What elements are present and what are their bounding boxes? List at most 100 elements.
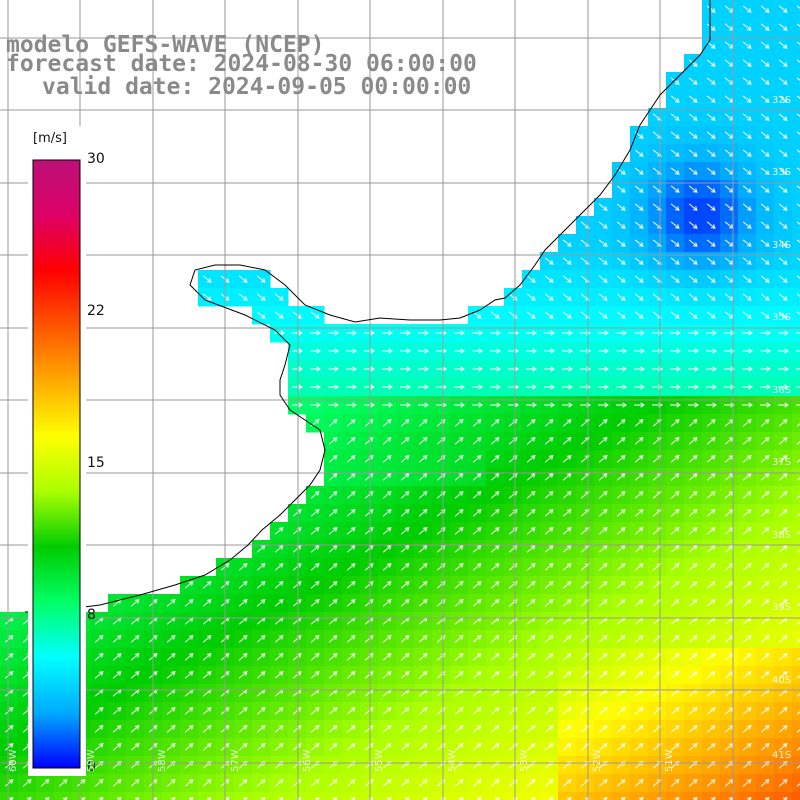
wind-arrow bbox=[454, 653, 464, 661]
wind-arrow bbox=[256, 671, 266, 679]
wind-arrow bbox=[688, 671, 698, 679]
wind-arrow bbox=[706, 707, 716, 715]
wind-arrow bbox=[310, 725, 320, 733]
wind-arrow bbox=[670, 257, 680, 265]
wind-arrow bbox=[616, 330, 627, 336]
wind-arrow bbox=[418, 635, 428, 643]
wind-arrow bbox=[760, 671, 770, 679]
wind-cell bbox=[792, 72, 800, 91]
wind-arrow bbox=[472, 437, 482, 445]
wind-arrow bbox=[238, 275, 248, 283]
wind-arrow bbox=[202, 743, 212, 751]
wind-arrow bbox=[292, 384, 303, 390]
wind-arrow bbox=[616, 509, 626, 517]
wind-cell bbox=[792, 432, 800, 451]
wind-arrow bbox=[238, 563, 248, 571]
wind-arrow bbox=[346, 491, 356, 499]
wind-arrow bbox=[188, 797, 194, 800]
wind-arrow bbox=[526, 545, 536, 553]
wind-arrow bbox=[328, 491, 338, 499]
wind-arrow bbox=[508, 491, 518, 499]
wind-arrow bbox=[310, 743, 320, 751]
wind-arrow bbox=[472, 366, 483, 372]
wind-cell bbox=[414, 792, 433, 800]
wind-arrow bbox=[778, 77, 788, 85]
wind-arrow bbox=[472, 491, 482, 499]
wind-arrow bbox=[742, 707, 752, 715]
wind-arrow bbox=[706, 671, 716, 679]
wind-arrow bbox=[544, 275, 554, 283]
wind-arrow bbox=[346, 671, 356, 679]
wind-arrow bbox=[760, 59, 770, 67]
wind-arrow bbox=[436, 366, 447, 372]
wind-arrow bbox=[526, 581, 536, 589]
wind-arrow bbox=[724, 402, 735, 408]
wind-arrow bbox=[634, 653, 644, 661]
wind-arrow bbox=[670, 95, 680, 103]
wind-cell bbox=[792, 180, 800, 199]
wind-arrow bbox=[490, 491, 500, 499]
wind-arrow bbox=[80, 797, 86, 800]
wind-arrow bbox=[598, 779, 608, 787]
wind-arrow bbox=[526, 384, 537, 390]
wind-arrow bbox=[418, 779, 428, 787]
wind-arrow bbox=[634, 239, 644, 247]
wind-arrow bbox=[166, 671, 176, 679]
wind-arrow bbox=[760, 473, 770, 481]
wind-arrow bbox=[508, 671, 518, 679]
wind-arrow bbox=[98, 797, 104, 800]
wind-cell bbox=[792, 648, 800, 667]
wind-arrow bbox=[202, 581, 212, 589]
wind-arrow bbox=[688, 527, 698, 535]
wind-arrow bbox=[346, 581, 356, 589]
wind-arrow bbox=[310, 527, 320, 535]
wind-arrow bbox=[274, 707, 284, 715]
wind-arrow bbox=[778, 293, 788, 301]
wind-arrow bbox=[436, 725, 446, 733]
wind-arrow bbox=[634, 257, 644, 265]
wind-arrow bbox=[436, 419, 446, 427]
wind-cell bbox=[792, 720, 800, 739]
wind-arrow bbox=[400, 545, 410, 553]
wind-arrow bbox=[310, 635, 320, 643]
wind-arrow bbox=[778, 311, 788, 319]
wind-arrow bbox=[796, 185, 800, 189]
wind-arrow bbox=[274, 779, 284, 787]
wind-arrow bbox=[400, 599, 410, 607]
wind-arrow bbox=[130, 743, 140, 751]
wind-arrow bbox=[742, 330, 753, 336]
wind-arrow bbox=[688, 707, 698, 715]
wind-arrow bbox=[508, 707, 518, 715]
wind-arrow bbox=[760, 491, 770, 499]
wind-arrow bbox=[706, 185, 716, 193]
wind-arrow bbox=[454, 384, 465, 390]
wind-arrow bbox=[418, 437, 428, 445]
wind-arrow bbox=[418, 581, 428, 589]
wind-arrow bbox=[202, 653, 212, 661]
wind-arrow bbox=[310, 348, 321, 354]
wind-arrow bbox=[526, 275, 536, 283]
wind-arrow bbox=[742, 545, 752, 553]
wind-arrow bbox=[796, 585, 800, 589]
wind-arrow bbox=[742, 473, 752, 481]
wind-arrow bbox=[562, 581, 572, 589]
wind-arrow bbox=[238, 599, 248, 607]
wind-arrow bbox=[508, 545, 518, 553]
wind-arrow bbox=[454, 366, 465, 372]
wind-arrow bbox=[598, 366, 609, 372]
wind-arrow bbox=[508, 743, 518, 751]
wind-arrow bbox=[782, 797, 788, 800]
wind-arrow bbox=[670, 366, 681, 372]
wind-arrow bbox=[634, 167, 644, 175]
wind-arrow bbox=[490, 402, 501, 408]
wind-cell bbox=[702, 792, 721, 800]
wind-arrow bbox=[778, 221, 788, 229]
wind-arrow bbox=[796, 350, 800, 352]
wind-arrow bbox=[634, 437, 644, 445]
wind-arrow bbox=[742, 491, 752, 499]
wind-arrow bbox=[670, 779, 680, 787]
lon-label-52w: 52W bbox=[592, 749, 603, 772]
wind-arrow bbox=[796, 95, 800, 99]
wind-arrow bbox=[454, 581, 464, 589]
wind-arrow bbox=[256, 599, 266, 607]
